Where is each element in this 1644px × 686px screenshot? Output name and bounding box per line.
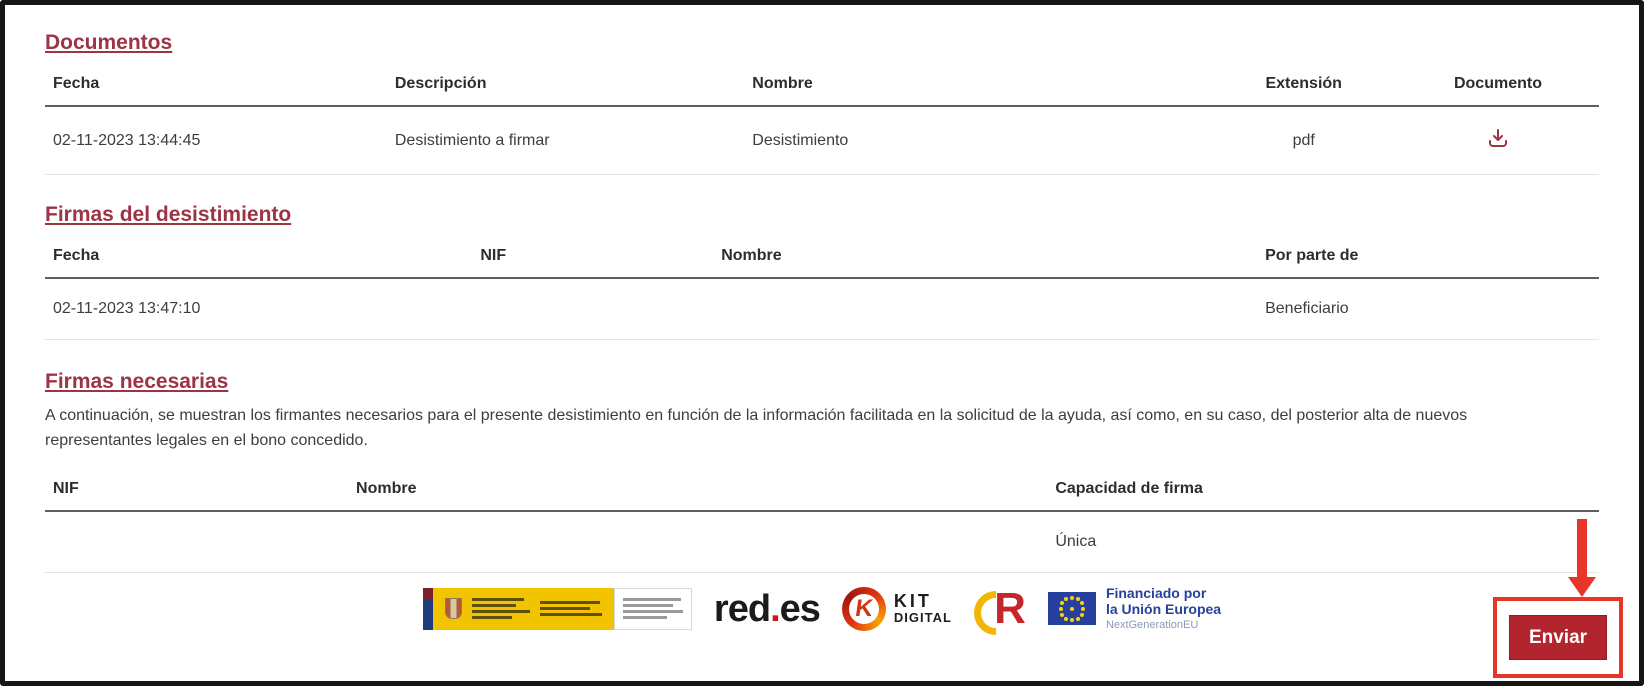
coat-of-arms-icon [444, 598, 462, 620]
cell-documento [1396, 106, 1599, 175]
gov-secretaria-box [613, 587, 692, 630]
col-header-fecha: Fecha [45, 231, 473, 279]
firmas-desistimiento-table: Fecha NIF Nombre Por parte de 02-11-2023… [45, 231, 1599, 340]
col-header-nif: NIF [472, 231, 714, 279]
section-documentos: Documentos Fecha Descripción Nombre Exte… [45, 17, 1599, 175]
documentos-table: Fecha Descripción Nombre Extensión Docum… [45, 59, 1599, 175]
kit-digital-logo: K KIT DIGITAL [841, 586, 952, 631]
section-title-firmas-necesarias[interactable]: Firmas necesarias [45, 370, 229, 393]
section-firmas-necesarias: Firmas necesarias A continuación, se mue… [45, 370, 1599, 573]
cell-nif [472, 278, 714, 340]
gov-flag-strip [422, 587, 433, 630]
annotation-arrow-icon [1568, 519, 1596, 599]
eu-funding-logo: Financiado por la Unión Europea NextGene… [1047, 585, 1222, 632]
documentos-header-row: Fecha Descripción Nombre Extensión Docum… [45, 59, 1599, 107]
col-header-capacidad-de-firma: Capacidad de firma [1047, 463, 1599, 512]
cell-capacidad: Única [1047, 510, 1599, 573]
cell-extension: pdf [1210, 106, 1397, 175]
firmas-necesarias-row: Única [45, 510, 1599, 573]
footer: red.es K KIT DIGITAL R Financiado por la [45, 577, 1599, 644]
kit-digital-icon: K [841, 586, 886, 631]
plan-recuperacion-logo: R [964, 581, 1028, 644]
cell-descripcion: Desistimiento a firmar [386, 106, 745, 175]
cell-nombre: Desistimiento [744, 106, 1211, 175]
cell-fecha: 02-11-2023 13:44:45 [45, 106, 387, 175]
eu-flag-icon [1047, 592, 1096, 626]
content-area: Documentos Fecha Descripción Nombre Exte… [5, 5, 1639, 644]
col-header-nombre: Nombre [713, 231, 1258, 279]
cell-fecha: 02-11-2023 13:47:10 [45, 278, 473, 340]
firmas-necesarias-table: NIF Nombre Capacidad de firma Única [45, 463, 1599, 573]
gobierno-espana-logo [422, 587, 692, 630]
firmas-necesarias-header-row: NIF Nombre Capacidad de firma [45, 463, 1599, 512]
documentos-row: 02-11-2023 13:44:45 Desistimiento a firm… [45, 106, 1599, 175]
col-header-documento: Documento [1396, 59, 1599, 107]
cell-nif [45, 510, 349, 573]
annotation-highlight-box: Enviar [1493, 597, 1623, 678]
cell-nombre [713, 278, 1258, 340]
redes-logo: red.es [713, 587, 821, 630]
col-header-extension: Extensión [1210, 59, 1397, 107]
col-header-nif: NIF [45, 463, 349, 512]
firmas-desistimiento-row: 02-11-2023 13:47:10 Beneficiario [45, 278, 1599, 340]
gov-text-lines [471, 598, 530, 620]
firmas-necesarias-description: A continuación, se muestran los firmante… [45, 407, 1468, 449]
col-header-nombre: Nombre [348, 463, 1048, 512]
enviar-button[interactable]: Enviar [1509, 615, 1607, 660]
cell-nombre [348, 510, 1048, 573]
firmas-desistimiento-header-row: Fecha NIF Nombre Por parte de [45, 231, 1599, 279]
section-firmas-desistimiento: Firmas del desistimiento Fecha NIF Nombr… [45, 203, 1599, 340]
col-header-por-parte-de: Por parte de [1257, 231, 1599, 279]
redes-dot: . [770, 587, 781, 630]
col-header-fecha: Fecha [45, 59, 387, 107]
gov-secretaria-lines [622, 598, 683, 620]
section-title-firmas-desistimiento[interactable]: Firmas del desistimiento [45, 203, 292, 226]
cell-por-parte-de: Beneficiario [1257, 278, 1599, 340]
section-title-documentos[interactable]: Documentos [45, 31, 173, 54]
col-header-descripcion: Descripción [386, 59, 745, 107]
eu-funding-text: Financiado por la Unión Europea NextGene… [1105, 585, 1222, 632]
col-header-nombre: Nombre [744, 59, 1211, 107]
download-icon[interactable] [1487, 128, 1509, 148]
kit-digital-text: KIT DIGITAL [893, 591, 952, 626]
gov-yellow-banner [432, 587, 614, 630]
gov-text-lines-2 [539, 601, 602, 617]
